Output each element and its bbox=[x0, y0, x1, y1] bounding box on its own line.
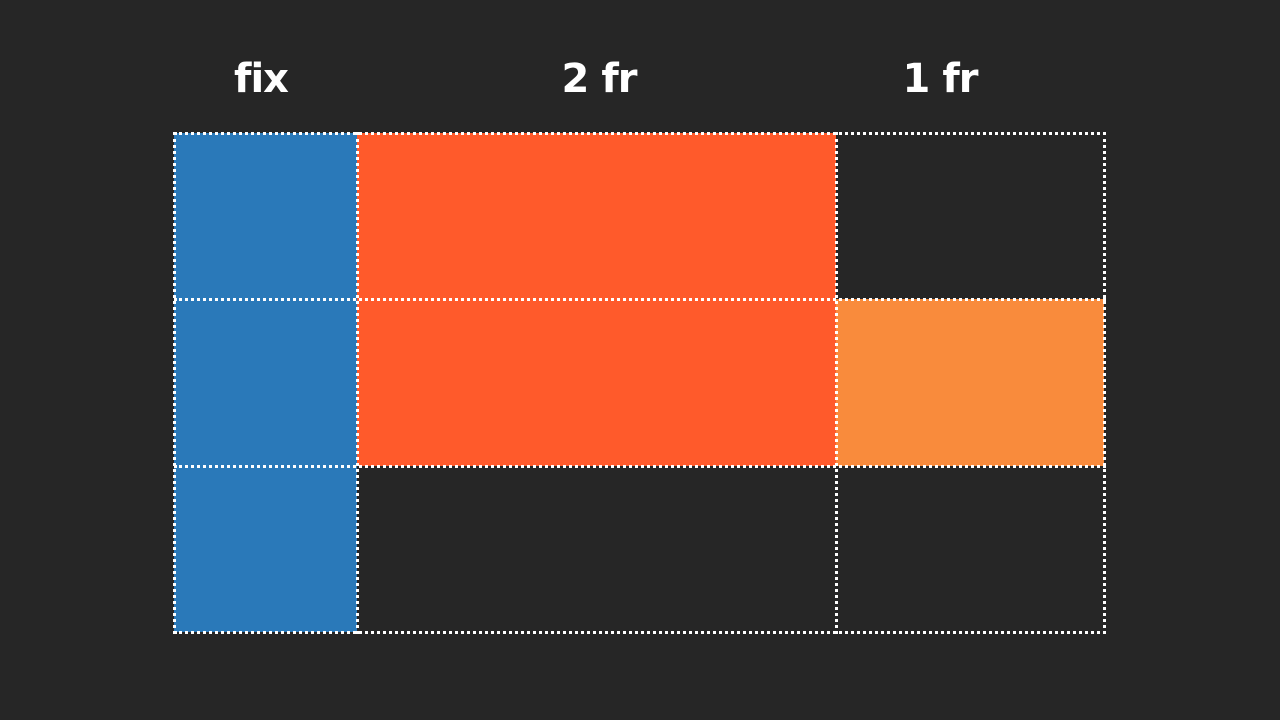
grid-line-left bbox=[173, 132, 176, 634]
grid-line-col-2 bbox=[835, 132, 838, 634]
grid-line-bottom bbox=[174, 631, 1106, 634]
grid-line-col-1 bbox=[356, 132, 359, 634]
grid-line-right bbox=[1103, 132, 1106, 634]
grid-line-top bbox=[174, 132, 1106, 135]
column-label-fix: fix bbox=[234, 56, 289, 102]
grid-line-row-2 bbox=[174, 465, 1106, 468]
orange-grid-item bbox=[836, 299, 1104, 466]
blue-grid-item bbox=[174, 133, 357, 632]
column-label-2fr: 2 fr bbox=[561, 56, 638, 102]
column-label-1fr: 1 fr bbox=[902, 56, 979, 102]
grid-line-row-1 bbox=[174, 298, 1106, 301]
